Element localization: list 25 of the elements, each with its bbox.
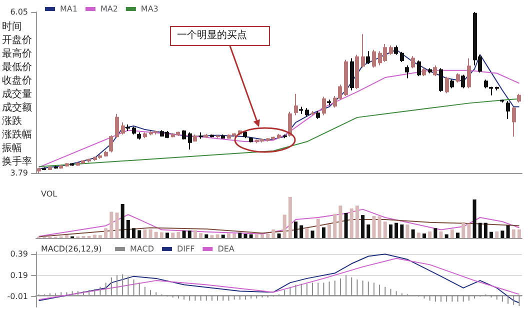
text: 涨跌 — [2, 115, 22, 127]
text: 时间 — [2, 20, 22, 32]
text: 振幅 — [2, 142, 22, 154]
chart-title: VOL — [41, 190, 58, 198]
callout-box: 一个明显的买点 — [170, 26, 270, 46]
y-tick-label: 0.39 — [10, 250, 28, 259]
legend-label: MA1 — [60, 4, 78, 14]
legend-label: MACD — [130, 244, 154, 254]
legend-label: DEA — [218, 244, 235, 254]
y-tick-label: 3.79 — [10, 168, 28, 178]
chart-title: MACD(26,12,9) — [41, 244, 102, 254]
text: 收盘价 — [2, 74, 32, 86]
y-tick-label: 0.19 — [10, 270, 28, 280]
legend-label: MA3 — [140, 4, 158, 14]
y-tick-label: 6.05 — [10, 8, 28, 16]
legend-label: DIFF — [176, 244, 196, 254]
text: 开盘价 — [2, 34, 32, 46]
text: 涨跌幅 — [2, 128, 32, 140]
text: 最低价 — [2, 61, 32, 73]
text: 最高价 — [2, 48, 32, 60]
text: 换手率 — [2, 156, 32, 168]
legend-label: MA2 — [100, 4, 118, 14]
text: 成交额 — [2, 102, 32, 114]
text: 成交量 — [2, 88, 32, 100]
y-tick-label: -0.01 — [7, 292, 28, 301]
